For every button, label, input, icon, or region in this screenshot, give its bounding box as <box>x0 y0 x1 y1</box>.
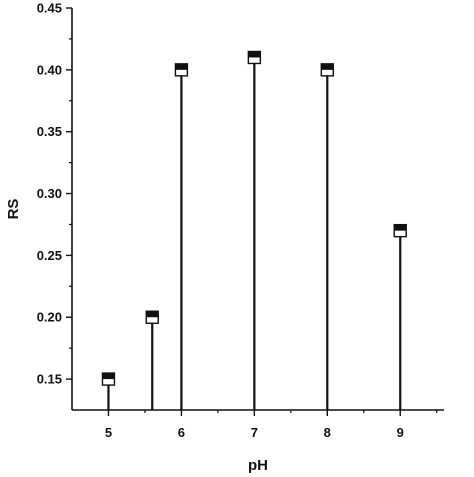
y-tick-label: 0.30 <box>37 186 62 201</box>
y-axis-label: RS <box>5 199 22 220</box>
y-tick-label: 0.35 <box>37 124 62 139</box>
y-tick-label: 0.15 <box>37 372 62 387</box>
x-tick-label: 6 <box>178 425 185 440</box>
x-tick-label: 9 <box>397 425 404 440</box>
data-point-marker-fill <box>248 51 261 58</box>
data-point-marker-fill <box>394 224 407 231</box>
x-tick-label: 7 <box>251 425 258 440</box>
y-tick-label: 0.45 <box>37 1 62 16</box>
x-tick-label: 5 <box>105 425 112 440</box>
data-point-marker-fill <box>146 311 159 318</box>
y-tick-label: 0.20 <box>37 310 62 325</box>
x-ticks: 5 6 7 8 9 <box>105 410 438 440</box>
x-axis-label: pH <box>248 457 268 474</box>
y-tick-label: 0.25 <box>37 248 62 263</box>
x-tick-label: 8 <box>324 425 331 440</box>
data-point-marker-fill <box>102 373 115 380</box>
axes <box>71 8 444 411</box>
data-series <box>101 50 407 410</box>
y-ticks: 0.15 0.20 0.25 0.30 0.35 0.40 0.45 <box>37 1 72 387</box>
data-point-marker-fill <box>175 63 188 70</box>
data-point-marker-fill <box>321 63 334 70</box>
y-tick-label: 0.40 <box>37 62 62 77</box>
